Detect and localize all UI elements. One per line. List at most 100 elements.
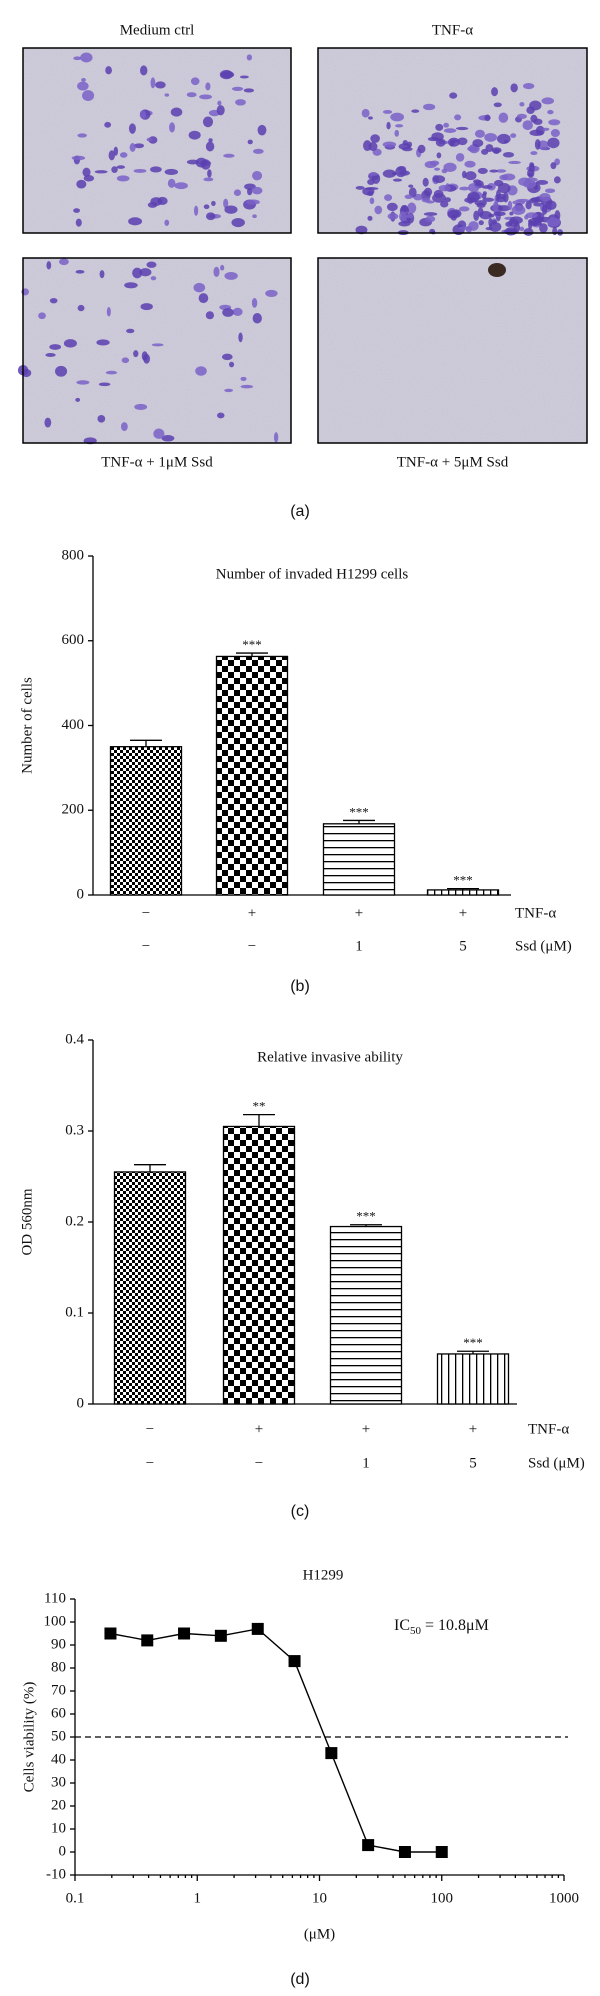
cell bbox=[449, 92, 458, 99]
cell bbox=[116, 175, 130, 182]
cell bbox=[458, 226, 472, 230]
cell bbox=[479, 210, 492, 220]
cell bbox=[188, 130, 201, 140]
cell bbox=[491, 219, 497, 224]
cell bbox=[398, 221, 411, 227]
condition-label: 1 bbox=[355, 938, 363, 954]
cell bbox=[224, 205, 238, 214]
cell bbox=[77, 304, 85, 312]
cell bbox=[533, 118, 543, 125]
cell bbox=[519, 102, 525, 107]
cell bbox=[535, 180, 549, 185]
cell bbox=[146, 261, 157, 268]
cell bbox=[502, 151, 515, 158]
cell bbox=[404, 194, 413, 200]
cell bbox=[59, 258, 69, 266]
condition-label: 5 bbox=[459, 938, 467, 954]
cell bbox=[140, 303, 153, 311]
cell bbox=[45, 353, 56, 357]
y-tick-label: 0.3 bbox=[65, 1122, 84, 1138]
y-tick-label: 0.4 bbox=[65, 1031, 84, 1047]
cell bbox=[169, 122, 176, 133]
cell bbox=[484, 132, 498, 142]
cell bbox=[457, 137, 468, 146]
cell bbox=[481, 148, 489, 155]
y-tick-label: 0 bbox=[77, 886, 85, 902]
condition-label: − bbox=[146, 1455, 154, 1471]
cell bbox=[231, 86, 244, 92]
cell bbox=[49, 297, 58, 304]
cell bbox=[205, 141, 215, 152]
cell bbox=[472, 139, 484, 148]
y-tick-label: 80 bbox=[51, 1659, 66, 1675]
y-tick-label: -10 bbox=[46, 1866, 66, 1882]
cell bbox=[394, 129, 399, 137]
cell bbox=[392, 178, 403, 182]
y-tick-label: 100 bbox=[44, 1613, 67, 1629]
y-tick-label: 10 bbox=[51, 1820, 66, 1836]
cell bbox=[205, 212, 216, 221]
data-point bbox=[141, 1634, 154, 1647]
cell bbox=[198, 293, 209, 304]
cell bbox=[233, 189, 242, 197]
y-axis-label: OD 560nm bbox=[19, 1188, 35, 1255]
cell bbox=[252, 171, 263, 181]
cell bbox=[525, 200, 532, 210]
cell bbox=[382, 141, 397, 148]
y-tick-label: 200 bbox=[62, 802, 85, 818]
cell bbox=[211, 200, 216, 207]
cell bbox=[478, 220, 484, 226]
cell bbox=[497, 182, 511, 194]
cell bbox=[75, 218, 82, 227]
cell bbox=[523, 179, 537, 189]
image-label: TNF-α + 1μM Ssd bbox=[101, 454, 213, 470]
cell bbox=[361, 108, 370, 118]
cell bbox=[488, 213, 495, 218]
cell bbox=[128, 217, 143, 226]
y-tick-label: 60 bbox=[51, 1705, 66, 1721]
cell bbox=[443, 122, 449, 128]
y-tick-label: 0 bbox=[59, 1843, 67, 1859]
image-label: TNF-α + 5μM Ssd bbox=[397, 454, 509, 470]
cell bbox=[387, 212, 399, 220]
cell bbox=[498, 112, 509, 123]
data-point bbox=[398, 1846, 411, 1858]
caption: (d) bbox=[290, 1971, 310, 1988]
cell bbox=[155, 81, 166, 89]
cell bbox=[207, 169, 212, 178]
cell bbox=[501, 173, 516, 181]
condition-label: + bbox=[469, 1421, 477, 1437]
cell bbox=[273, 432, 279, 443]
cell bbox=[544, 188, 556, 194]
cell bbox=[104, 121, 112, 128]
cell bbox=[459, 186, 470, 191]
cell bbox=[75, 397, 81, 402]
data-point bbox=[104, 1627, 117, 1640]
cell bbox=[82, 167, 91, 177]
cell bbox=[141, 351, 148, 361]
cell bbox=[239, 75, 249, 79]
cell bbox=[484, 114, 491, 122]
cell bbox=[217, 100, 222, 106]
cell bbox=[106, 306, 111, 317]
cell bbox=[223, 198, 229, 209]
cell bbox=[243, 88, 255, 93]
data-point bbox=[251, 1622, 264, 1635]
cell bbox=[220, 71, 235, 79]
cell bbox=[519, 226, 525, 232]
cell bbox=[476, 202, 486, 208]
cell bbox=[510, 83, 518, 93]
cell bbox=[134, 403, 148, 411]
cell bbox=[105, 370, 118, 375]
cell bbox=[240, 376, 247, 382]
cell bbox=[265, 289, 278, 297]
bar bbox=[322, 823, 396, 896]
cell bbox=[252, 148, 264, 154]
y-tick-label: 30 bbox=[51, 1774, 66, 1790]
cell bbox=[530, 151, 538, 156]
cell bbox=[229, 361, 235, 368]
cell bbox=[467, 146, 479, 152]
caption: (a) bbox=[290, 503, 310, 520]
cell bbox=[77, 133, 87, 138]
